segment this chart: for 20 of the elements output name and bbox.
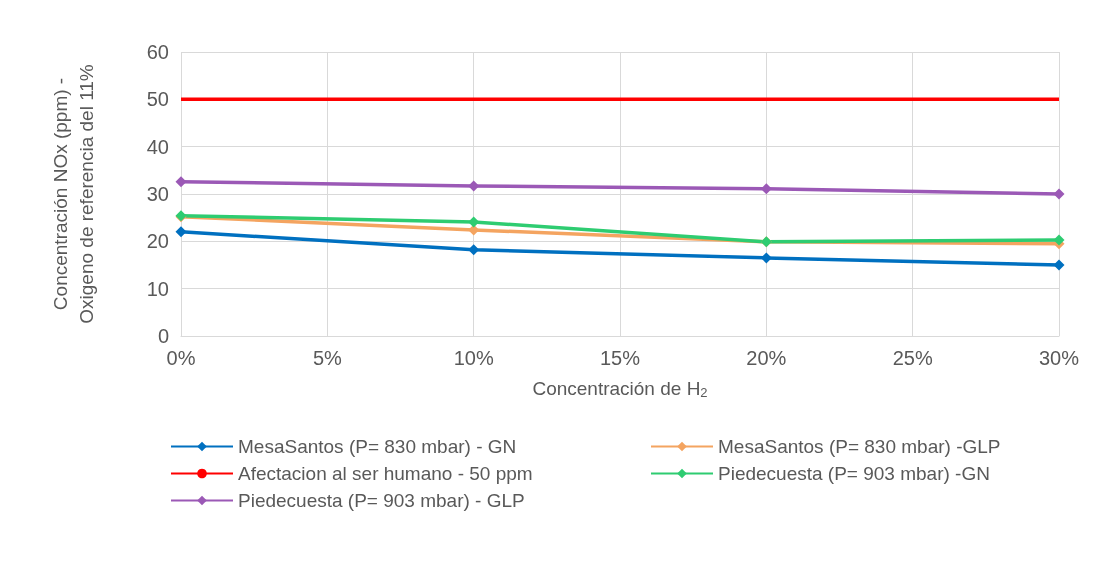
legend-label: Piedecuesta (P= 903 mbar) -GN (718, 463, 990, 484)
y-axis-title: Concentración NOx (ppm) - Oxigeno de referencia del 11% (49, 64, 97, 324)
y-tick-label: 50 (146, 88, 169, 111)
y-tick-label: 40 (146, 135, 169, 158)
y-tick-label: 10 (146, 277, 169, 300)
legend-label: MesaSantos (P= 830 mbar) -GLP (718, 436, 1001, 457)
legend-label: Piedecuesta (P= 903 mbar) - GLP (238, 490, 525, 511)
y-tick-label: 0 (157, 325, 169, 347)
legend-label: MesaSantos (P= 830 mbar) - GN (238, 436, 517, 457)
x-tick-label: 30% (1038, 347, 1080, 369)
x-tick-label: 20% (746, 347, 787, 369)
x-tick-label: 10% (453, 347, 494, 369)
x-tick-label: 5% (312, 347, 342, 369)
legend-label: Afectacion al ser humano - 50 ppm (238, 463, 533, 484)
y-tick-label: 30 (146, 183, 169, 205)
y-tick-label: 60 (146, 41, 169, 63)
x-tick-label: 25% (892, 347, 933, 369)
x-tick-label: 0% (166, 347, 196, 369)
x-tick-label: 15% (599, 347, 641, 369)
y-tick-label: 20 (146, 230, 169, 253)
